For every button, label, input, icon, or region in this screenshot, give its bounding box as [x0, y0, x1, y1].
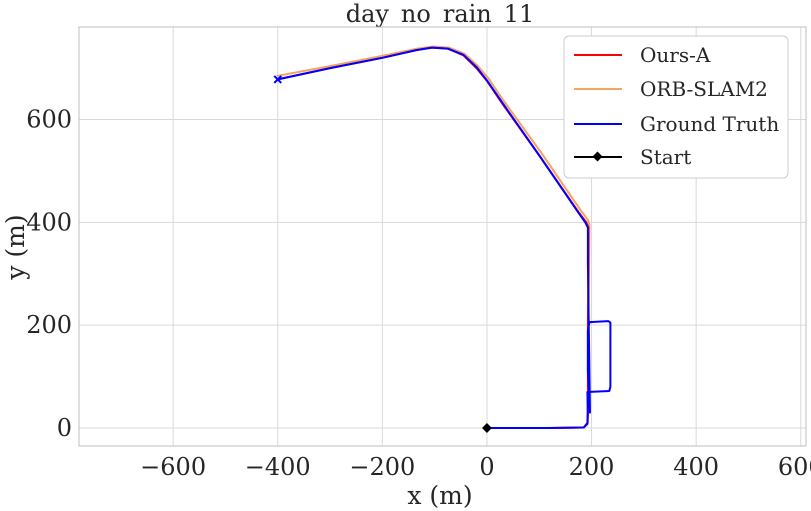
- legend-label-orb-slam2: ORB-SLAM2: [640, 77, 768, 101]
- end-x-marker: [273, 75, 282, 84]
- y-axis-label: y (m): [1, 214, 30, 280]
- x-axis-label: x (m): [407, 481, 472, 510]
- legend-label-start: Start: [640, 145, 691, 169]
- series-ours-a-line: [276, 46, 590, 429]
- x-tick-label: −600: [140, 453, 206, 481]
- x-tick-label: 600: [778, 453, 811, 481]
- start-diamond-marker: [482, 423, 492, 433]
- tick-labels: −600 −400 −200 0 200 400 600 0 200 400 600: [26, 106, 811, 481]
- x-tick-label: −200: [349, 453, 415, 481]
- plot-frame: [78, 26, 807, 447]
- legend-label-ours-a: Ours-A: [640, 43, 711, 67]
- y-tick-label: 0: [57, 414, 72, 442]
- series-orb-slam2-line: [276, 45, 591, 429]
- legend-label-ground-truth: Ground Truth: [640, 112, 779, 136]
- legend: Ours-A ORB-SLAM2 Ground Truth Start: [563, 35, 789, 179]
- x-tick-label: −400: [245, 453, 311, 481]
- x-tick-label: 0: [479, 453, 494, 481]
- x-tick-label: 400: [673, 453, 719, 481]
- chart-title: day_no_rain_11: [346, 0, 535, 28]
- legend-box: [563, 35, 789, 179]
- y-tick-label: 200: [26, 311, 72, 339]
- marker-layer: [273, 75, 492, 433]
- y-tick-label: 400: [26, 208, 72, 236]
- legend-start-diamond: [592, 151, 603, 162]
- x-tick-label: 200: [569, 453, 615, 481]
- series-layer: [276, 45, 612, 429]
- y-tick-label: 600: [26, 106, 72, 134]
- series-ground-truth-line: [276, 46, 612, 429]
